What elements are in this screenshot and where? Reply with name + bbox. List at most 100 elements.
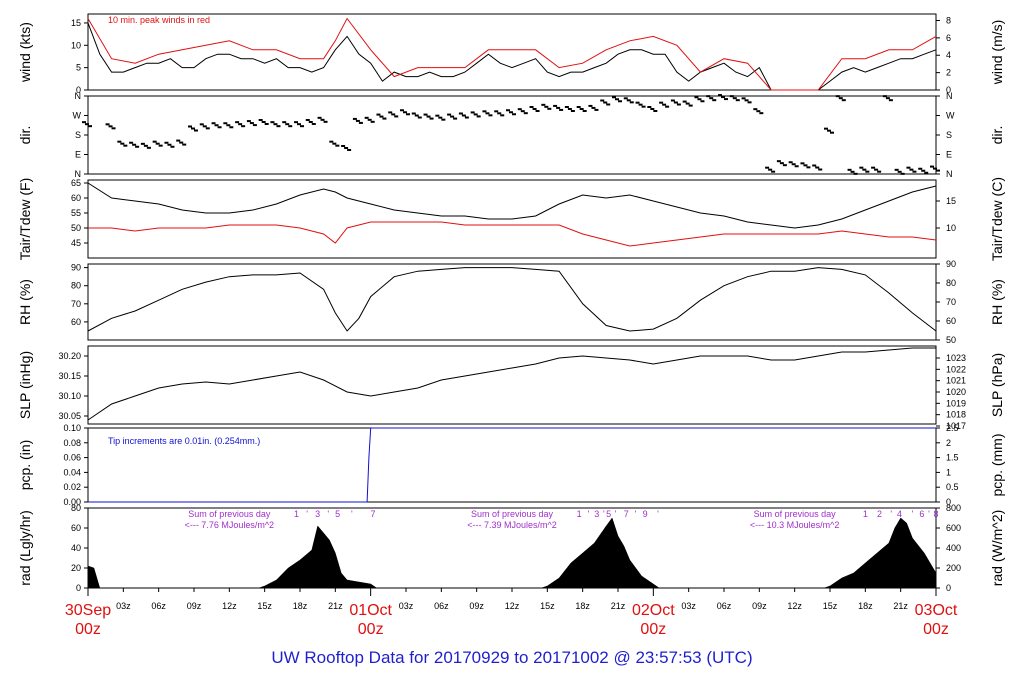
dir-point bbox=[182, 143, 187, 146]
dir-ylabel: dir. bbox=[17, 126, 33, 145]
dir-point bbox=[223, 122, 228, 125]
dir-point bbox=[885, 97, 890, 100]
pcp-series-0 bbox=[88, 427, 936, 503]
dir-point bbox=[806, 166, 811, 169]
dir-point bbox=[747, 101, 752, 104]
dir-point bbox=[164, 141, 169, 144]
rad-hour-marker: 4 bbox=[897, 509, 902, 519]
dir-point bbox=[556, 106, 561, 109]
rad-ylabel: rad (Lgly/hr) bbox=[17, 510, 33, 585]
pcp-ytick-label: 0.02 bbox=[63, 482, 81, 492]
dir-point bbox=[364, 116, 369, 119]
x-tick-label: 09z bbox=[469, 601, 484, 611]
x-tick-label: 21z bbox=[328, 601, 343, 611]
dir-ytick-label-right: W bbox=[946, 111, 955, 121]
dir-point bbox=[355, 119, 360, 122]
rad-sum-value: <--- 7.76 MJoules/m^2 bbox=[185, 520, 275, 530]
dir-point bbox=[320, 118, 325, 121]
dir-point bbox=[414, 114, 419, 117]
dir-point bbox=[520, 110, 525, 113]
dir-point bbox=[411, 112, 416, 115]
dir-point bbox=[594, 108, 599, 111]
dir-point bbox=[612, 96, 616, 99]
dir-point bbox=[270, 121, 275, 124]
dir-point bbox=[544, 105, 549, 108]
wind-ytick-label-right: 0 bbox=[946, 85, 951, 95]
x-tick-label: 09z bbox=[187, 601, 202, 611]
x-tick-label: 06z bbox=[434, 601, 449, 611]
rad-ytick-label: 40 bbox=[71, 543, 81, 553]
rad-hour-marker: ' bbox=[912, 509, 914, 519]
dir-point bbox=[650, 108, 655, 110]
wind-series-0 bbox=[87, 22, 937, 91]
pcp-ytick-label: 0.00 bbox=[63, 497, 81, 507]
dir-point bbox=[111, 127, 116, 130]
wind-ytick-label-right: 6 bbox=[946, 33, 951, 43]
wind-ytick-label: 0 bbox=[76, 85, 81, 95]
x-tick-label: 15z bbox=[823, 601, 838, 611]
dir-point bbox=[485, 112, 490, 115]
dir-point bbox=[417, 116, 422, 119]
rad-hour-marker: 2 bbox=[877, 509, 882, 519]
dir-point bbox=[753, 108, 758, 111]
dir-point bbox=[936, 169, 940, 172]
dir-point bbox=[473, 113, 478, 116]
temp-frame bbox=[87, 179, 937, 259]
dir-point bbox=[882, 95, 887, 98]
dir-point bbox=[635, 101, 640, 104]
dir-point bbox=[179, 141, 184, 144]
rad-hour-marker: ' bbox=[588, 509, 590, 519]
dir-point bbox=[199, 123, 204, 126]
dir-point bbox=[827, 129, 831, 132]
dir-point bbox=[335, 144, 340, 147]
dir-point bbox=[435, 114, 440, 117]
dir-point bbox=[618, 100, 622, 103]
dir-point bbox=[835, 95, 840, 98]
dir-point bbox=[461, 114, 466, 117]
dir-point bbox=[155, 142, 160, 145]
rad-hour-marker: ' bbox=[635, 509, 637, 519]
slp-ytick-label-right: 1017 bbox=[946, 421, 966, 431]
temp-ytick-label: 65 bbox=[71, 178, 81, 188]
dir-point bbox=[694, 96, 699, 99]
temp-ytick-label-right: 10 bbox=[946, 223, 956, 233]
rad-hour-marker: ' bbox=[928, 509, 930, 519]
dir-point bbox=[120, 142, 125, 145]
dir-point bbox=[729, 95, 734, 98]
slp-ytick-label: 30.20 bbox=[58, 351, 81, 361]
dir-point bbox=[167, 143, 172, 146]
rh-ylabel-right: RH (%) bbox=[989, 279, 1005, 325]
dir-ytick-label: N bbox=[75, 169, 82, 179]
dir-point bbox=[559, 108, 564, 111]
dir-point bbox=[662, 103, 667, 106]
dir-point bbox=[600, 99, 605, 102]
rad-hour-marker: 7 bbox=[624, 509, 629, 519]
dir-point bbox=[82, 121, 86, 124]
rad-hour-marker: ' bbox=[890, 509, 892, 519]
dir-point bbox=[379, 115, 384, 118]
rad-ytick-label-right: 200 bbox=[946, 563, 961, 573]
dir-point bbox=[653, 110, 658, 112]
dir-point bbox=[117, 140, 122, 143]
dir-point bbox=[258, 119, 263, 121]
dir-point bbox=[553, 104, 558, 107]
dir-point bbox=[191, 127, 195, 130]
dir-point bbox=[464, 116, 469, 119]
rad-hour-marker: 8 bbox=[933, 509, 938, 519]
dir-point bbox=[176, 139, 181, 142]
rad-hour-marker: 1 bbox=[863, 509, 868, 519]
dir-point bbox=[403, 111, 407, 114]
pcp-ytick-label-right: 0 bbox=[946, 497, 951, 507]
dir-ytick-label-right: N bbox=[946, 169, 953, 179]
x-tick-label: 18z bbox=[858, 601, 873, 611]
dir-point bbox=[603, 101, 608, 104]
x-day-date: 30Sep bbox=[65, 602, 111, 619]
temp-series-tdew bbox=[88, 221, 937, 247]
dir-point bbox=[367, 118, 372, 121]
dir-point bbox=[759, 112, 764, 115]
dir-point bbox=[382, 117, 387, 120]
pcp-ytick-label: 0.04 bbox=[63, 467, 81, 477]
dir-point bbox=[523, 112, 528, 115]
dir-point bbox=[871, 166, 876, 169]
dir-point bbox=[665, 105, 670, 108]
